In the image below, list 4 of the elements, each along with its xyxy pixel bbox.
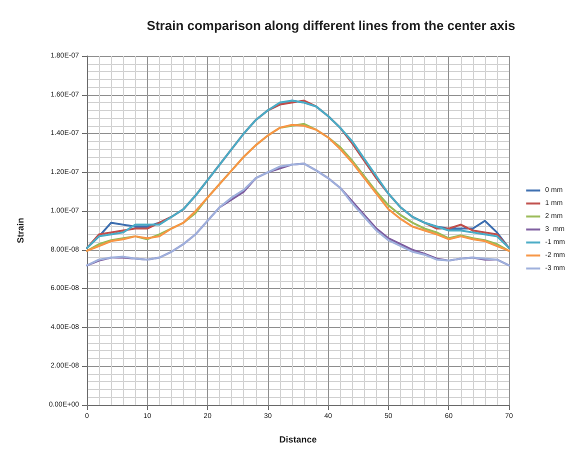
- chart-title: Strain comparison along different lines from the center axis: [146, 18, 516, 33]
- x-axis-title: Distance: [279, 434, 317, 444]
- y-axis-title: Strain: [16, 218, 26, 244]
- line-series: [86, 162, 510, 266]
